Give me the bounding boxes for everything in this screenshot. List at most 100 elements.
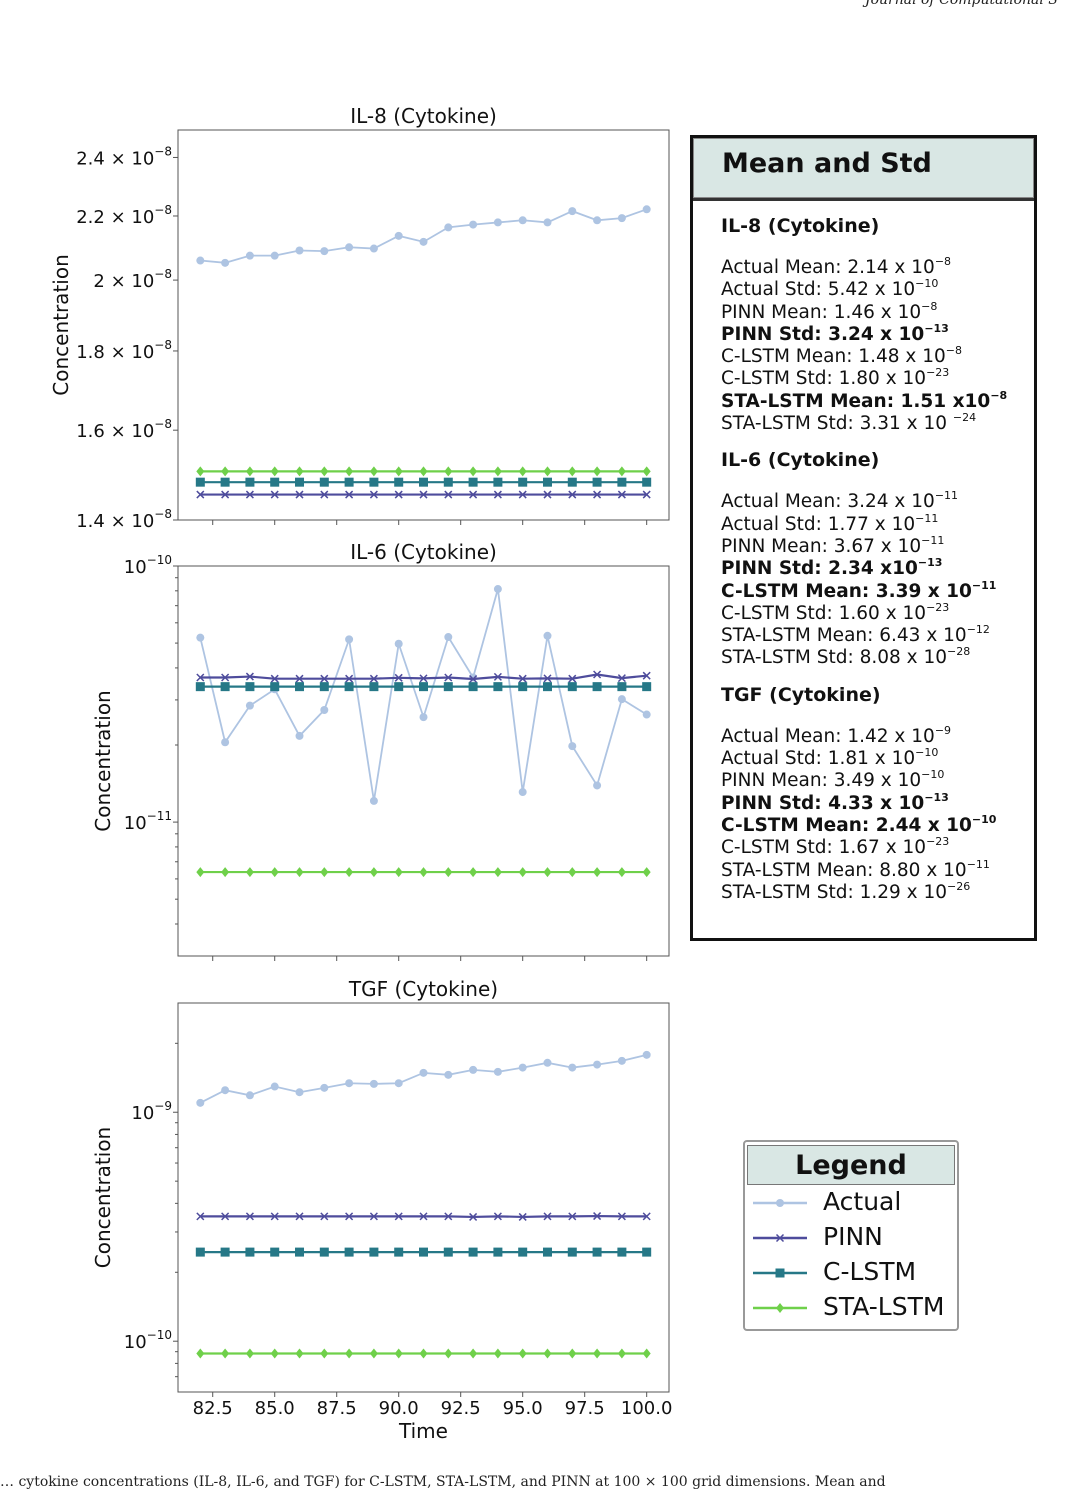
- data-point: [642, 1050, 651, 1059]
- data-point: [568, 490, 577, 499]
- series-pinn: [196, 1212, 651, 1221]
- data-point: [617, 1056, 626, 1065]
- data-point: [469, 220, 478, 229]
- stats-line-text: STA-LSTM Mean: 6.43 x 10: [721, 625, 967, 647]
- data-point: [468, 682, 478, 692]
- diamond-marker-icon: [776, 1303, 784, 1313]
- data-point: [444, 633, 453, 642]
- data-point: [270, 867, 279, 878]
- data-point: [394, 1348, 403, 1359]
- stats-line: C-LSTM Mean: 2.44 x 10−10: [721, 814, 1034, 837]
- data-point: [419, 867, 428, 878]
- data-point: [369, 1247, 379, 1257]
- data-point: [567, 682, 577, 692]
- data-point: [443, 1247, 453, 1257]
- data-point: [344, 477, 354, 487]
- data-point: [419, 237, 428, 246]
- data-point: [419, 1348, 428, 1359]
- stats-line-text: C-LSTM Std: 1.60 x 10: [721, 602, 927, 624]
- data-point: [245, 867, 254, 878]
- y-tick-label-exponent: −8: [154, 144, 172, 158]
- legend-swatch: [753, 1199, 807, 1207]
- data-point: [344, 682, 354, 692]
- data-point: [493, 466, 502, 477]
- series-actual: [196, 1050, 651, 1107]
- data-point: [270, 1082, 279, 1091]
- stats-line-text: PINN Mean: 3.67 x 10: [721, 535, 922, 557]
- data-point: [543, 631, 552, 640]
- data-point: [543, 674, 552, 683]
- series-sta-lstm: [196, 466, 651, 477]
- legend: Legend Actual PINN C-LSTM STA-LSTM: [743, 1140, 959, 1331]
- stats-section-title: TGF (Cytokine): [721, 683, 881, 706]
- data-point: [196, 256, 205, 265]
- stats-line: STA-LSTM Std: 3.31 x 10 −24: [721, 412, 1034, 435]
- y-tick-label-exponent: −8: [154, 507, 172, 521]
- data-point: [196, 1098, 205, 1107]
- legend-swatch: [753, 1268, 807, 1278]
- data-point: [394, 1247, 404, 1257]
- data-point: [493, 490, 502, 499]
- data-point: [568, 674, 577, 683]
- data-point: [295, 1247, 305, 1257]
- stats-line-text: PINN Mean: 1.46 x 10: [721, 301, 922, 323]
- data-point: [469, 867, 478, 878]
- data-point: [270, 1212, 279, 1221]
- plot-area: [177, 129, 670, 521]
- data-point: [592, 682, 602, 692]
- data-point: [568, 867, 577, 878]
- data-point: [592, 477, 602, 487]
- stats-line-text: Actual Std: 5.42 x 10: [721, 279, 916, 301]
- stats-line-exponent: −10: [915, 277, 939, 291]
- stats-section: IL-8 (Cytokine) Actual Mean: 2.14 x 10−8 A…: [693, 215, 1034, 435]
- stats-line: STA-LSTM Std: 1.29 x 10−26: [721, 881, 1034, 904]
- data-point: [617, 867, 626, 878]
- data-point: [592, 1247, 602, 1257]
- data-point: [642, 710, 651, 719]
- data-point: [196, 867, 205, 878]
- data-point: [320, 466, 329, 477]
- data-point: [443, 477, 453, 487]
- legend-item: C-LSTM: [745, 1255, 957, 1290]
- stats-line-text: C-LSTM Std: 1.67 x 10: [721, 837, 927, 859]
- data-point: [542, 682, 552, 692]
- data-point: [221, 1212, 230, 1221]
- stats-line: C-LSTM Std: 1.80 x 10−23: [721, 367, 1034, 390]
- stats-line-exponent: −13: [924, 321, 949, 335]
- stats-line: C-LSTM Mean: 3.39 x 10−11: [721, 580, 1034, 603]
- data-point: [369, 682, 379, 692]
- data-point: [295, 490, 304, 499]
- data-point: [394, 1212, 403, 1221]
- data-point: [642, 1212, 651, 1221]
- y-tick-label-base: 10: [124, 557, 147, 578]
- data-point: [493, 585, 502, 594]
- stats-line-exponent: −11: [921, 533, 945, 547]
- data-point: [320, 705, 329, 714]
- stats-line-exponent: −13: [924, 790, 949, 804]
- chart-title: IL-8 (Cytokine): [350, 104, 497, 128]
- data-point: [642, 477, 652, 487]
- data-point: [568, 1212, 577, 1221]
- data-point: [542, 1247, 552, 1257]
- data-point: [369, 1079, 378, 1088]
- data-point: [518, 682, 528, 692]
- data-point: [419, 490, 428, 499]
- data-point: [568, 1063, 577, 1072]
- data-point: [320, 1212, 329, 1221]
- data-point: [270, 674, 279, 683]
- data-point: [617, 490, 626, 499]
- x-tick-label: 100.0: [621, 1398, 673, 1419]
- stats-line-exponent: −10: [921, 768, 945, 782]
- series-sta-lstm: [196, 1348, 651, 1359]
- data-point: [518, 466, 527, 477]
- data-point: [220, 1247, 230, 1257]
- data-point: [345, 867, 354, 878]
- data-point: [221, 673, 230, 682]
- data-point: [617, 1212, 626, 1221]
- series-c-lstm: [195, 682, 652, 692]
- legend-label: STA-LSTM: [823, 1292, 945, 1321]
- page-header: Journal of Computational S: [865, 0, 1058, 8]
- legend-label: PINN: [823, 1222, 883, 1251]
- data-point: [195, 1247, 205, 1257]
- data-point: [394, 477, 404, 487]
